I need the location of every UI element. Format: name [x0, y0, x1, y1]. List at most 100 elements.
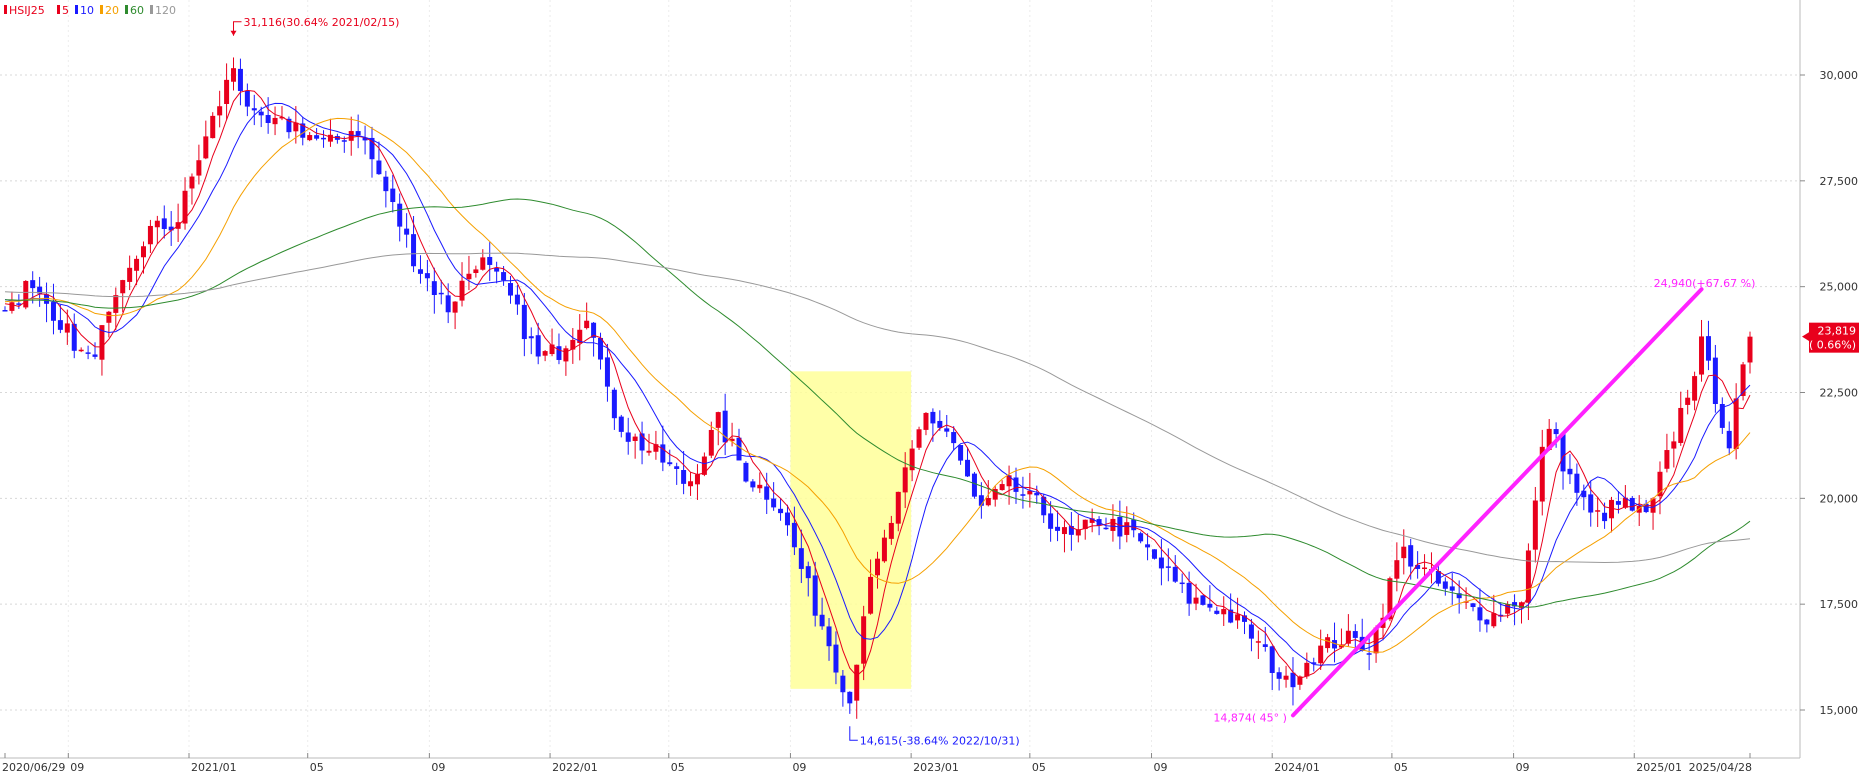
candle-body	[1712, 357, 1718, 405]
candle-body	[563, 348, 569, 362]
candle-body	[1602, 512, 1608, 522]
candle-body	[1657, 471, 1663, 497]
candle-body	[507, 283, 513, 296]
y-tick-label: 22,500	[1820, 387, 1859, 400]
ma-line-10	[4, 102, 1751, 666]
candle-body	[902, 467, 908, 493]
candle-body	[1255, 641, 1261, 643]
candle-body	[217, 106, 223, 116]
candle-body	[390, 188, 396, 203]
candle-body	[341, 140, 347, 142]
legend-label-60: 60	[130, 4, 144, 17]
candle-body	[577, 329, 583, 344]
candle-body	[985, 497, 991, 506]
candle-body	[1318, 645, 1324, 664]
legend-label-10: 10	[80, 4, 94, 17]
candle-body	[1415, 564, 1421, 569]
candle-body	[1588, 494, 1594, 513]
candle-body	[798, 548, 804, 569]
candle-body	[514, 294, 520, 305]
legend-swatch	[100, 5, 103, 14]
candle-body	[937, 420, 943, 428]
candle-body	[314, 135, 320, 139]
candle-body	[681, 469, 687, 484]
x-tick-label: 09	[1154, 761, 1168, 774]
candle-body	[57, 320, 63, 330]
candle-body	[224, 79, 230, 104]
candle-body	[189, 176, 195, 189]
candle-body	[542, 351, 548, 356]
candle-body	[376, 160, 382, 175]
candle-body	[1179, 582, 1185, 585]
candle-body	[618, 416, 624, 432]
candle-body	[1193, 597, 1199, 604]
candle-body	[1228, 609, 1234, 623]
candle-body	[1048, 513, 1054, 529]
candle-body	[1158, 557, 1164, 569]
candle-body	[134, 258, 140, 271]
ma-line-60	[4, 198, 1751, 608]
candle-body	[1553, 429, 1559, 435]
candle-body	[99, 325, 105, 360]
candle-body	[1422, 567, 1428, 570]
low-marker-leader	[849, 726, 858, 741]
candle-body	[1006, 475, 1012, 487]
trend-line	[1290, 287, 1704, 718]
candle-body	[1699, 336, 1705, 375]
legend-label-HSIJ25: HSIJ25	[9, 4, 45, 17]
candle-body	[1456, 593, 1462, 599]
candle-body	[1068, 526, 1074, 535]
candle-body	[92, 354, 98, 357]
y-tick-label: 25,000	[1820, 281, 1859, 294]
candle-body	[466, 273, 472, 280]
y-tick-label: 30,000	[1820, 69, 1859, 82]
candle-body	[722, 410, 728, 443]
x-tick-label: 2022/01	[552, 761, 598, 774]
candle-body	[85, 352, 91, 354]
candle-body	[521, 304, 527, 340]
candle-body	[1498, 614, 1504, 617]
candle-body	[78, 349, 84, 352]
candle-body	[1041, 496, 1047, 516]
candle-body	[1518, 602, 1524, 608]
candle-body	[604, 357, 610, 387]
candle-body	[147, 225, 153, 245]
x-tick-label: 05	[1394, 761, 1408, 774]
candle-body	[404, 228, 410, 235]
candle-body	[1615, 501, 1621, 505]
candle-body	[840, 675, 846, 693]
candle-body	[1207, 603, 1213, 608]
candle-body	[196, 160, 202, 176]
candle-body	[1165, 566, 1171, 568]
candle-body	[778, 508, 784, 514]
candle-body	[1719, 404, 1725, 428]
candle-body	[431, 281, 437, 296]
candle-body	[833, 644, 839, 673]
candle-body	[237, 68, 243, 91]
legend-swatch	[125, 5, 128, 14]
high-marker-arrow	[230, 30, 237, 36]
candle-body	[1449, 586, 1455, 591]
x-tick-label: 2023/01	[913, 761, 959, 774]
candle-body	[1332, 640, 1338, 649]
candle-body	[1747, 336, 1753, 363]
candle-body	[736, 437, 742, 461]
candle-body	[701, 456, 707, 475]
candle-body	[1138, 533, 1144, 542]
x-tick-label: 05	[1032, 761, 1046, 774]
candle-body	[1678, 407, 1684, 443]
candle-body	[231, 68, 237, 82]
candle-body	[660, 444, 666, 463]
candle-body	[1595, 510, 1601, 512]
x-tick-label: 09	[792, 761, 806, 774]
candle-body	[1401, 546, 1407, 559]
candle-body	[1470, 603, 1476, 608]
candle-body	[369, 137, 375, 160]
candle-body	[653, 444, 659, 452]
candle-body	[1622, 497, 1628, 508]
candle-body	[535, 335, 541, 357]
trend-start-annotation: 14,874( 45° )	[1213, 711, 1287, 724]
candle-body	[362, 137, 368, 141]
candle-body	[764, 486, 770, 500]
